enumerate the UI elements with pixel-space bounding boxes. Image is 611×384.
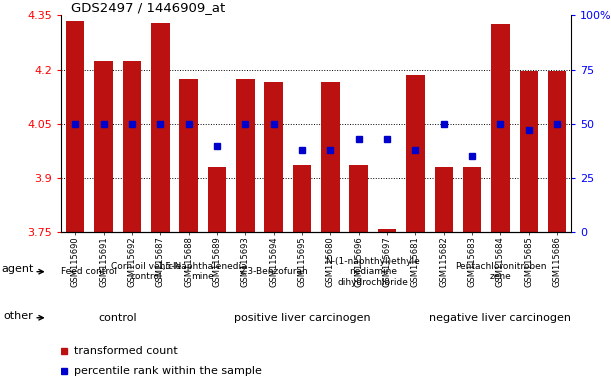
Bar <box>548 71 566 232</box>
Bar <box>434 167 453 232</box>
Text: GDS2497 / 1446909_at: GDS2497 / 1446909_at <box>71 1 225 14</box>
Bar <box>463 167 481 232</box>
Bar <box>321 82 340 232</box>
Bar <box>180 79 198 232</box>
Bar <box>95 61 113 232</box>
Text: 2,3-Benzofuran: 2,3-Benzofuran <box>240 267 308 276</box>
Text: transformed count: transformed count <box>74 346 178 356</box>
Text: Feed control: Feed control <box>62 267 117 276</box>
Text: other: other <box>4 311 34 321</box>
Text: percentile rank within the sample: percentile rank within the sample <box>74 366 262 376</box>
Bar <box>265 82 283 232</box>
Text: control: control <box>98 313 137 323</box>
Bar <box>349 166 368 232</box>
Text: Pentachloronitroben
zene: Pentachloronitroben zene <box>455 262 546 281</box>
Bar <box>66 21 84 232</box>
Bar <box>151 23 169 232</box>
Bar <box>519 71 538 232</box>
Bar <box>208 167 226 232</box>
Text: negative liver carcinogen: negative liver carcinogen <box>430 313 571 323</box>
Text: 1,5-Naphthalenedia
mine: 1,5-Naphthalenedia mine <box>158 262 247 281</box>
Text: N-(1-naphthyl)ethyle
nediamine
dihydrochloride: N-(1-naphthyl)ethyle nediamine dihydroch… <box>326 257 420 286</box>
Bar <box>378 229 397 232</box>
Text: positive liver carcinogen: positive liver carcinogen <box>234 313 370 323</box>
Bar <box>293 166 311 232</box>
Bar <box>236 79 255 232</box>
Text: Corn oil vehicle
control: Corn oil vehicle control <box>111 262 181 281</box>
Bar <box>491 25 510 232</box>
Bar <box>123 61 141 232</box>
Bar <box>406 75 425 232</box>
Text: agent: agent <box>1 265 34 275</box>
